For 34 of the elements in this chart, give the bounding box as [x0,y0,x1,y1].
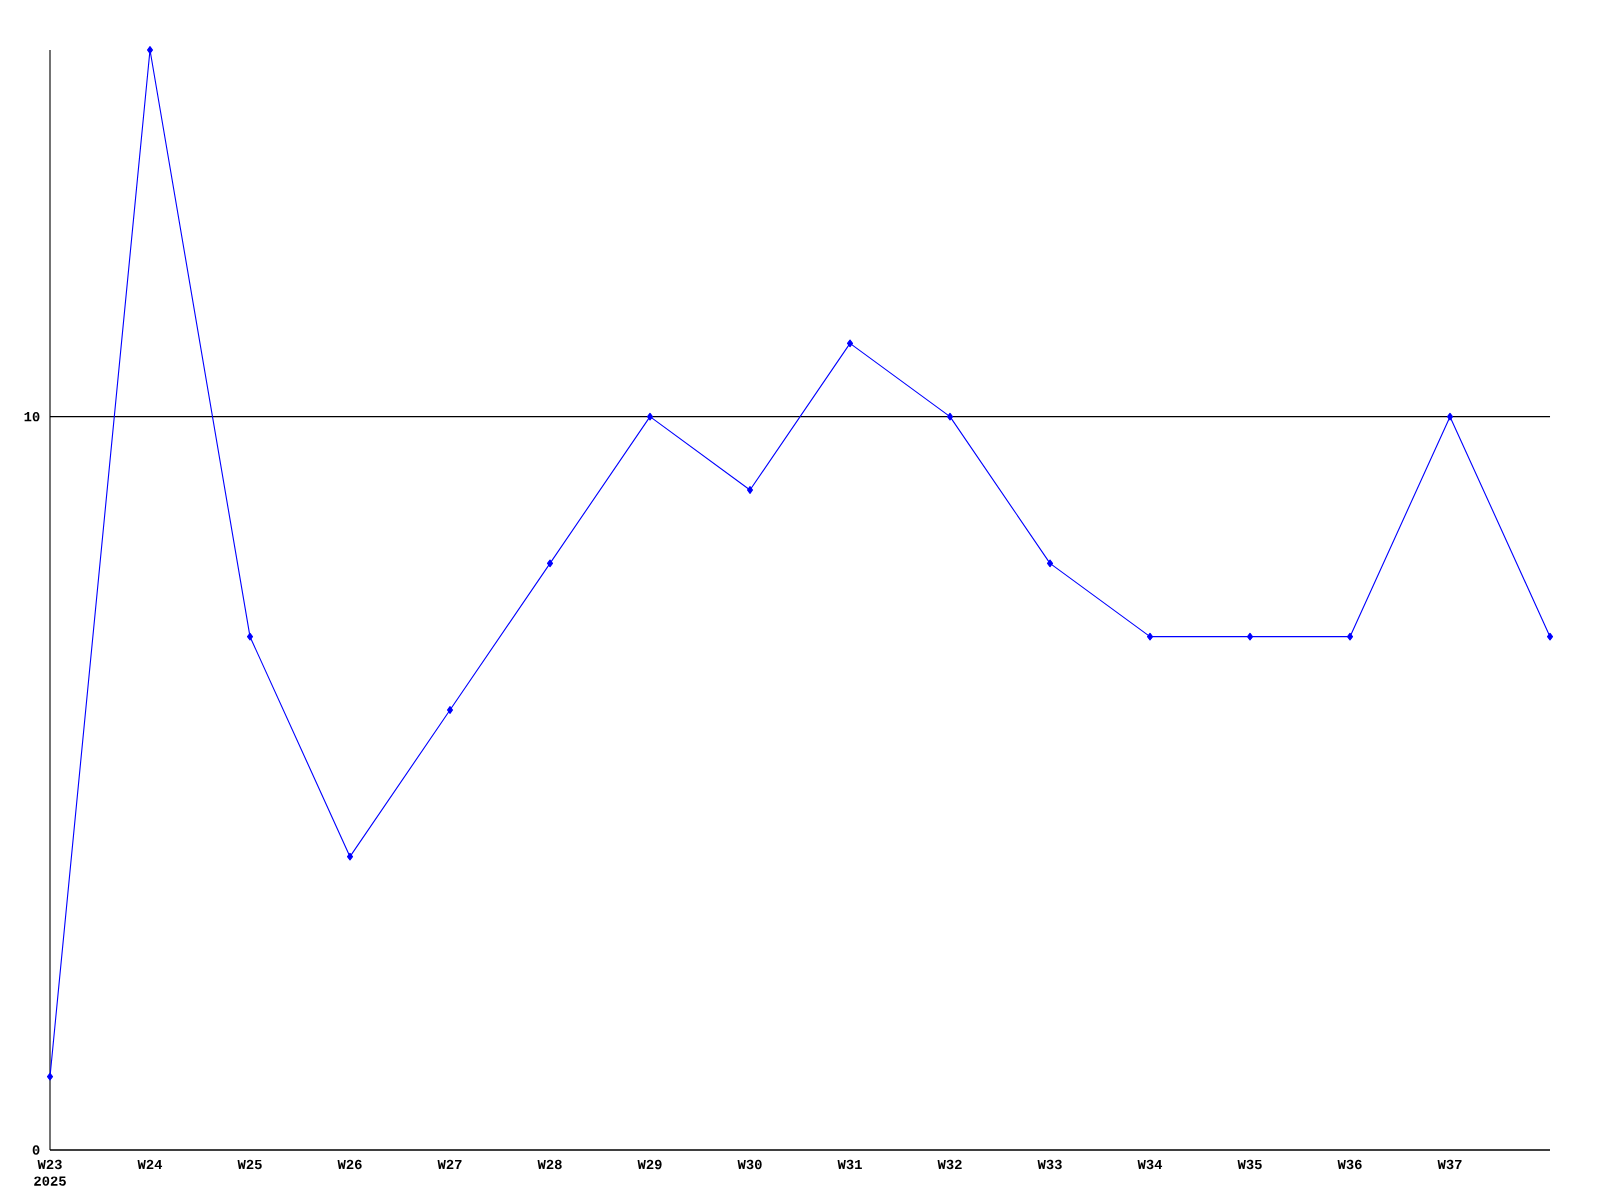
x-tick-label: W37 [1437,1159,1462,1170]
point [446,706,454,714]
point [746,486,754,494]
point [1046,559,1054,568]
x-tick-label: W28 [537,1159,562,1170]
x-tick-label: W25 [237,1159,262,1170]
x-tick-label: W24 [137,1159,163,1170]
point [546,559,554,568]
text: 2025 [34,1176,66,1186]
x-tick-label: W34 [1137,1159,1163,1170]
point [146,46,154,54]
point [1146,632,1154,641]
x-tick-label: W27 [437,1159,462,1170]
x-tick-label: W29 [637,1159,662,1170]
point [246,632,254,641]
x-tick-label: W35 [1237,1159,1262,1170]
point [1546,632,1554,641]
point [946,412,954,421]
x-tick-label: W36 [1337,1159,1362,1170]
y-tick-label: 10 [24,411,40,422]
point [1446,412,1454,421]
x-tick-label: W26 [337,1159,362,1170]
x-tick-label: W33 [1037,1159,1062,1170]
point [1246,632,1254,641]
point [646,412,654,421]
x-tick-label: W30 [737,1159,762,1170]
point [346,852,354,861]
x-tick-label: W32 [937,1159,962,1170]
x-tick-label: W31 [837,1159,862,1170]
point [846,339,854,348]
point [46,1072,54,1081]
x-tick-label: W23 [37,1159,62,1170]
y-tick-label: 0 [32,1145,40,1155]
point [1346,632,1354,641]
